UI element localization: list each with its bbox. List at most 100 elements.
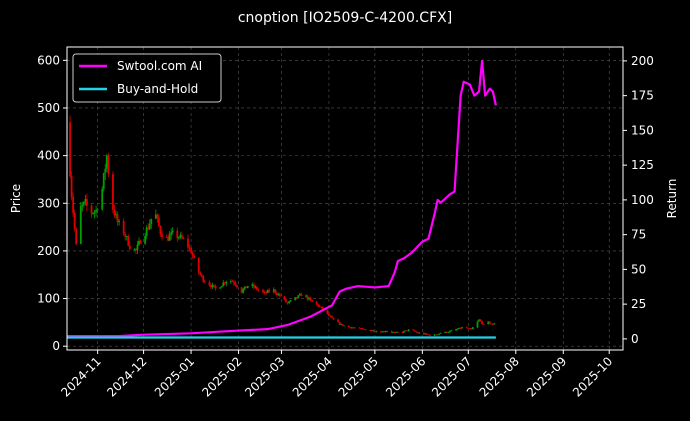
candle-body bbox=[268, 290, 271, 292]
candle-body bbox=[158, 217, 160, 226]
candle-body bbox=[326, 310, 329, 314]
candle-body bbox=[124, 233, 127, 237]
candle-body bbox=[406, 330, 408, 332]
candle-body bbox=[234, 283, 237, 286]
candle-body bbox=[240, 287, 243, 293]
candle-body bbox=[176, 230, 179, 238]
candle-body bbox=[392, 332, 395, 334]
candle-body bbox=[482, 323, 485, 325]
candle-body bbox=[447, 332, 450, 334]
candle-body bbox=[468, 328, 471, 329]
candle-body bbox=[243, 286, 246, 290]
candle-body bbox=[275, 292, 278, 295]
return-series bbox=[67, 59, 497, 339]
candle-body bbox=[395, 331, 398, 333]
candle-body bbox=[401, 332, 404, 333]
candle-body bbox=[118, 220, 120, 223]
legend-label-buy-and-hold: Buy-and-Hold bbox=[117, 82, 198, 96]
candle-body bbox=[294, 297, 297, 301]
candle-body bbox=[493, 323, 496, 325]
candle-body bbox=[436, 334, 439, 336]
candle-body bbox=[242, 289, 245, 293]
candle-body bbox=[470, 328, 473, 330]
candle-body bbox=[148, 224, 151, 230]
candle-body bbox=[254, 286, 257, 288]
candle-body bbox=[128, 245, 131, 250]
candle-body bbox=[274, 289, 277, 293]
candle-body bbox=[309, 298, 312, 301]
candle-body bbox=[90, 205, 93, 214]
candle-body bbox=[135, 248, 137, 251]
candle-body bbox=[256, 286, 258, 290]
candle-body bbox=[245, 286, 248, 288]
candle-body bbox=[465, 327, 468, 329]
candle-body bbox=[318, 306, 321, 308]
candle-body bbox=[257, 289, 260, 291]
candle-body bbox=[372, 330, 375, 332]
price-tick-label: 300 bbox=[37, 196, 60, 210]
candle-body bbox=[156, 214, 159, 218]
candle-body bbox=[370, 330, 373, 332]
candle-body bbox=[390, 331, 393, 333]
candle-body bbox=[286, 302, 289, 304]
candle-body bbox=[337, 319, 340, 323]
candle-body bbox=[193, 255, 196, 258]
candle-body bbox=[73, 212, 76, 229]
candle-body bbox=[223, 282, 226, 284]
candle-body bbox=[180, 234, 183, 239]
candle-body bbox=[343, 325, 346, 327]
candle-body bbox=[220, 285, 223, 288]
candle-body bbox=[161, 234, 163, 238]
candle-body bbox=[251, 284, 254, 287]
candle-body bbox=[315, 301, 318, 305]
candle-body bbox=[102, 173, 105, 189]
candle-body bbox=[150, 218, 153, 225]
candle-body bbox=[360, 327, 362, 329]
price-tick-label: 100 bbox=[37, 292, 60, 306]
price-tick-label: 200 bbox=[37, 244, 60, 258]
candle-body bbox=[101, 188, 104, 210]
candle-body bbox=[199, 272, 202, 275]
candle-body bbox=[197, 257, 200, 273]
candle-body bbox=[358, 327, 361, 329]
candle-body bbox=[81, 204, 84, 207]
candle-body bbox=[84, 199, 87, 202]
price-axis-title: Price bbox=[9, 184, 23, 213]
candle-body bbox=[488, 321, 491, 324]
candle-body bbox=[321, 307, 324, 311]
candle-body bbox=[386, 331, 389, 333]
candle-body bbox=[107, 155, 110, 175]
candle-body bbox=[396, 331, 399, 333]
return-tick-label: 50 bbox=[631, 262, 646, 276]
candle-body bbox=[433, 334, 436, 336]
candle-body bbox=[154, 214, 157, 219]
candle-body bbox=[456, 328, 459, 330]
candle-body bbox=[289, 300, 292, 302]
candle-body bbox=[219, 287, 222, 289]
candle-body bbox=[338, 322, 341, 325]
candle-body bbox=[455, 329, 457, 331]
candle-body bbox=[439, 332, 442, 334]
price-axis: 0 100 200 300 400 500 600 bbox=[37, 53, 67, 353]
candle-body bbox=[300, 294, 303, 297]
candle-body bbox=[122, 220, 125, 234]
candle-body bbox=[179, 234, 182, 238]
candle-body bbox=[70, 176, 73, 197]
candle-body bbox=[214, 285, 217, 289]
candle-body bbox=[75, 228, 78, 244]
candle-body bbox=[320, 306, 323, 308]
candle-body bbox=[444, 331, 447, 333]
price-tick-label: 0 bbox=[52, 339, 60, 353]
candle-body bbox=[295, 297, 298, 298]
candle-body bbox=[422, 332, 425, 335]
candle-body bbox=[449, 331, 451, 333]
candle-body bbox=[459, 327, 462, 329]
candle-body bbox=[487, 321, 490, 325]
series-line-ai bbox=[67, 59, 497, 338]
candle-body bbox=[188, 247, 191, 249]
candle-body bbox=[491, 324, 494, 325]
candle-body bbox=[311, 300, 313, 302]
candle-body bbox=[305, 295, 307, 297]
candle-body bbox=[208, 282, 211, 286]
candle-body bbox=[384, 331, 387, 333]
